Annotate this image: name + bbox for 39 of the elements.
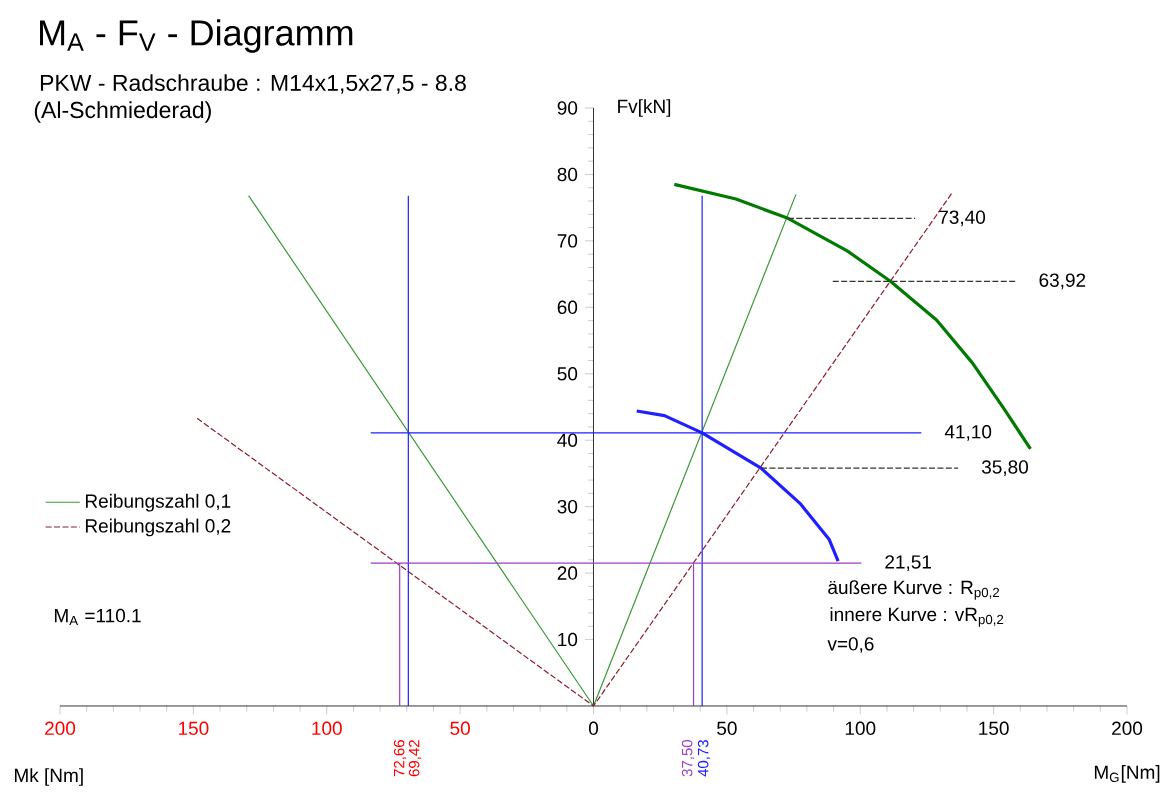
- x-tick-label: 100: [845, 721, 876, 736]
- y-tick-label: 70: [557, 234, 578, 248]
- y-tick-label: 40: [557, 433, 578, 447]
- y-tick-label: 80: [557, 167, 578, 182]
- x-axis-title: M$_{G}$[Nm]: [1094, 765, 1160, 783]
- annotation: 41,10: [944, 425, 992, 441]
- annotation: M$_{A}$ =110.1: [54, 608, 141, 626]
- y-tick-label: 10: [558, 632, 578, 647]
- y-tick-label: 30: [557, 499, 578, 514]
- y-tick-label: 60: [557, 300, 578, 315]
- text: 40,73: [697, 740, 711, 777]
- x-tick-label: 150: [979, 721, 1009, 736]
- annotation: v=0,6: [827, 637, 874, 653]
- text: Mk [Nm]: [14, 768, 83, 786]
- annotation: 73,40: [939, 210, 986, 227]
- chart-title: M$_{A}$ - F$_{V}$ - Diagramm: [40, 19, 353, 53]
- annotation: 35,80: [981, 460, 1029, 476]
- x-tick-label: 50: [717, 721, 737, 736]
- y-axis-title: Fv[kN]: [618, 99, 671, 117]
- annotation: innere Kurve : vR$_{p0,2}$: [830, 607, 1004, 627]
- annotation: 63,92: [1039, 273, 1086, 290]
- y-tick-label: 20: [557, 566, 578, 580]
- annotation: 21,51: [885, 555, 931, 571]
- chart-subtitle: PKW - Radschraube : M14x1,5x27,5 - 8.8: [40, 74, 466, 94]
- x-tick-label: 200: [45, 721, 76, 736]
- x-tick-label: 0: [588, 721, 599, 736]
- x-tick-label: 100: [312, 721, 342, 736]
- annotation: äußere Kurve : R$_{p0,2}$: [828, 580, 1000, 600]
- legend-label: Reibungszahl 0,2: [85, 518, 231, 537]
- x-tick-label: 50: [450, 721, 470, 736]
- x-tick-label: 150: [178, 721, 209, 736]
- y-tick-label: 50: [557, 367, 578, 381]
- text: 37,50: [681, 739, 695, 777]
- annotation: (Al-Schmiederad): [34, 101, 211, 123]
- legend-label: Reibungszahl 0,1: [85, 493, 231, 512]
- y-tick-label: 90: [557, 101, 578, 115]
- text: 72,66: [393, 740, 407, 777]
- x-tick-label: 200: [1112, 721, 1143, 736]
- text: 69,42: [408, 740, 422, 777]
